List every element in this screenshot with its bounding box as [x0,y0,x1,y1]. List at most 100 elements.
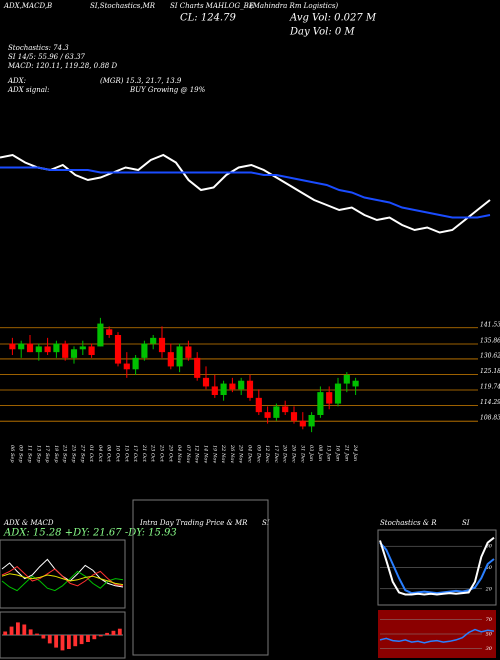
x-tick-label: 06 Sep [9,445,15,463]
x-tick-label: 08 Oct [106,445,112,463]
day-volume: Day Vol: 0 M [289,27,355,38]
x-tick-label: 31 Dec [299,445,305,463]
candle-body [79,346,86,350]
x-tick-label: 17 Sep [44,445,50,463]
x-tick-label: 25 Sep [71,444,77,463]
candle-body [123,363,130,370]
panel-title: Intra Day Trading Price & MR [139,519,248,527]
line-series [0,153,491,234]
y-tick-label: 70 [486,617,493,623]
x-tick-label: 21 Oct [141,444,147,463]
y-tick-label: 108.83 [480,415,500,422]
bar [41,635,46,639]
x-tick-label: 11 Sep [27,445,33,463]
candle-body [282,406,289,413]
x-tick-label: 07 Nov [185,445,191,463]
candle-body [194,357,201,378]
bar [54,635,59,648]
bar [66,635,71,649]
buy-text: BUY Growing @ 19% [129,86,206,94]
y-tick-label: 114.29 [480,399,500,406]
stoch-frame [377,529,497,606]
x-tick-label: 23 Sep [62,444,68,463]
panel-title: ADX & MACD [3,519,54,527]
x-tick-label: 24 Jan [352,444,358,461]
y-tick-label: 119.74 [480,384,500,391]
adx-frame [0,539,126,609]
bar [105,632,109,635]
candle-body [18,343,25,350]
candle-body [150,337,157,344]
panel-title: SI [262,519,270,527]
candle-body [88,346,95,355]
candle-body [211,386,218,395]
bar [3,631,8,635]
adx-values: ADX: 15.28 +DY: 21.67 -DY: 15.93 [3,528,177,539]
candle-body [290,412,298,421]
y-tick-label: 141.53 [480,321,500,328]
y-tick-label: 50 [486,565,493,571]
x-tick-label: 03 Jan [308,445,314,461]
candle-body [62,343,69,358]
candle-body [238,380,245,390]
y-tick-label: 50 [486,632,493,638]
line-series [1,565,124,587]
x-tick-label: 09 Sep [18,445,24,463]
candle-body [44,346,51,353]
candle-body [343,375,350,384]
x-tick-label: 22 Nov [220,444,226,463]
candle-body [26,343,34,353]
candle-body [106,329,113,335]
candle-body [334,383,342,404]
si-text: SI 14/5: 55.96 / 63.37 [8,53,86,61]
candle-body [114,335,122,364]
intraday-frame [132,499,269,656]
x-tick-label: 29 Oct [167,444,173,463]
candle-body [9,343,16,350]
bar [22,624,27,635]
x-tick-label: 14 Nov [203,445,209,463]
bar [117,628,122,635]
candle-body [229,383,236,390]
stochastics-text: Stochastics: 74.3 [8,44,69,52]
x-tick-label: 08 Jan [317,445,323,461]
avg-volume: Avg Vol: 0.027 M [289,13,377,24]
x-tick-label: 29 Nov [238,444,244,463]
y-tick-label: 135.86 [480,337,500,344]
x-tick-label: 27 Sep [79,444,85,463]
candle-body [167,352,174,367]
bar [111,630,116,635]
x-tick-label: 09 Dec [255,445,261,463]
bar [98,635,103,637]
bar [35,633,39,635]
bar [47,635,52,644]
line-series [1,570,124,592]
candle-body [273,406,280,418]
candle-body [255,397,262,413]
bar [86,635,90,642]
header-text: SI,Stochastics,MR [90,2,156,10]
x-tick-label: 25 Oct [159,444,165,463]
macd-frame [0,611,126,659]
adx-signal-text: ADX signal: [7,86,49,94]
y-tick-label: 20 [485,586,493,592]
x-tick-label: 10 Oct [115,445,121,463]
x-tick-label: 12 Nov [194,445,200,463]
x-tick-label: 19 Sep [53,445,59,463]
header-text: ADX,MACD,B [3,2,52,10]
candle-body [264,412,271,418]
bar [16,622,20,635]
x-tick-label: 26 Nov [229,444,235,463]
line-series [1,573,124,586]
candle-body [185,346,192,358]
x-tick-label: 12 Dec [264,445,270,463]
header-text: (Mahindra Rm Logistics) [250,2,338,10]
bar [73,635,78,647]
line-series [379,536,495,596]
candle-body [132,357,139,370]
x-tick-label: 20 Dec [282,444,288,463]
candle-body [326,392,333,404]
y-tick-label: 80 [486,544,493,550]
x-tick-label: 23 Oct [150,444,156,463]
